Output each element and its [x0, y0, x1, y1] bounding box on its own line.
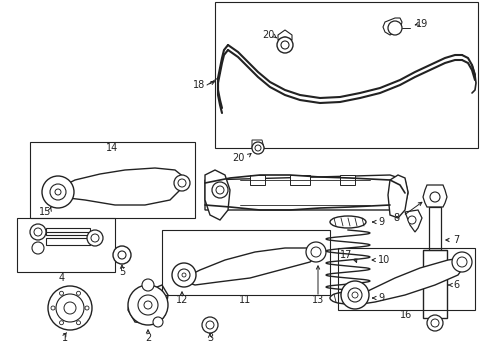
Polygon shape	[352, 258, 465, 305]
Circle shape	[42, 176, 74, 208]
Circle shape	[408, 216, 416, 224]
Circle shape	[306, 242, 326, 262]
Ellipse shape	[330, 292, 366, 304]
Circle shape	[59, 291, 64, 295]
Circle shape	[32, 242, 44, 254]
Circle shape	[281, 41, 289, 49]
Text: 13: 13	[312, 295, 324, 305]
Circle shape	[452, 252, 472, 272]
Text: 6: 6	[453, 280, 459, 290]
Polygon shape	[423, 185, 447, 207]
Circle shape	[178, 179, 186, 187]
Circle shape	[51, 306, 55, 310]
Circle shape	[388, 21, 402, 35]
Text: 19: 19	[416, 19, 428, 29]
Bar	[162, 230, 330, 295]
Circle shape	[87, 230, 103, 246]
Circle shape	[206, 321, 214, 329]
Text: 10: 10	[378, 255, 390, 265]
Circle shape	[85, 306, 89, 310]
Text: 20: 20	[233, 153, 245, 163]
Circle shape	[427, 315, 443, 331]
Circle shape	[56, 294, 84, 322]
Circle shape	[142, 279, 154, 291]
Text: 17: 17	[340, 250, 352, 260]
Circle shape	[113, 246, 131, 264]
Polygon shape	[46, 228, 90, 235]
Circle shape	[59, 321, 64, 325]
Circle shape	[341, 281, 369, 309]
Circle shape	[153, 317, 163, 327]
Circle shape	[76, 321, 80, 325]
Polygon shape	[423, 250, 447, 318]
Text: 12: 12	[176, 295, 188, 305]
Circle shape	[430, 192, 440, 202]
Circle shape	[48, 286, 92, 330]
Circle shape	[172, 263, 196, 287]
Circle shape	[128, 285, 168, 325]
Polygon shape	[340, 175, 355, 185]
Circle shape	[118, 251, 126, 259]
Polygon shape	[46, 238, 90, 245]
Text: 4: 4	[59, 273, 65, 283]
Circle shape	[30, 224, 46, 240]
Circle shape	[431, 319, 439, 327]
Text: 8: 8	[394, 213, 400, 223]
Text: 3: 3	[207, 333, 213, 343]
Circle shape	[255, 145, 261, 151]
Circle shape	[91, 234, 99, 242]
Circle shape	[50, 184, 66, 200]
Circle shape	[352, 292, 358, 298]
Polygon shape	[290, 175, 310, 185]
Polygon shape	[405, 210, 422, 232]
Circle shape	[55, 189, 61, 195]
Polygon shape	[429, 207, 441, 250]
Circle shape	[212, 182, 228, 198]
Polygon shape	[52, 168, 185, 205]
Polygon shape	[388, 175, 408, 218]
Circle shape	[277, 37, 293, 53]
Circle shape	[252, 142, 264, 154]
Text: 11: 11	[239, 295, 251, 305]
Circle shape	[34, 228, 42, 236]
Text: 20: 20	[262, 30, 274, 40]
Text: 1: 1	[62, 333, 68, 343]
Polygon shape	[252, 140, 264, 148]
Circle shape	[311, 247, 321, 257]
Circle shape	[144, 301, 152, 309]
Text: 18: 18	[193, 80, 205, 90]
Text: 2: 2	[145, 333, 151, 343]
Bar	[30, 142, 195, 218]
Polygon shape	[250, 175, 265, 185]
Text: 9: 9	[378, 217, 384, 227]
Circle shape	[174, 175, 190, 191]
Ellipse shape	[330, 216, 366, 228]
Text: 16: 16	[400, 310, 412, 320]
Bar	[338, 248, 475, 310]
Polygon shape	[383, 18, 402, 35]
Circle shape	[178, 269, 190, 281]
Bar	[17, 218, 115, 272]
Text: 15: 15	[39, 207, 51, 217]
Polygon shape	[278, 30, 292, 40]
Text: 14: 14	[106, 143, 118, 153]
Text: 7: 7	[453, 235, 459, 245]
Polygon shape	[205, 170, 230, 220]
Circle shape	[216, 186, 224, 194]
Text: 9: 9	[378, 293, 384, 303]
Polygon shape	[180, 248, 318, 285]
Circle shape	[182, 273, 186, 277]
Circle shape	[138, 295, 158, 315]
Circle shape	[348, 288, 362, 302]
Circle shape	[64, 302, 76, 314]
Circle shape	[76, 291, 80, 295]
Bar	[215, 2, 478, 148]
Polygon shape	[128, 285, 168, 325]
Circle shape	[457, 257, 467, 267]
Circle shape	[202, 317, 218, 333]
Text: 5: 5	[119, 267, 125, 277]
Polygon shape	[205, 175, 408, 210]
